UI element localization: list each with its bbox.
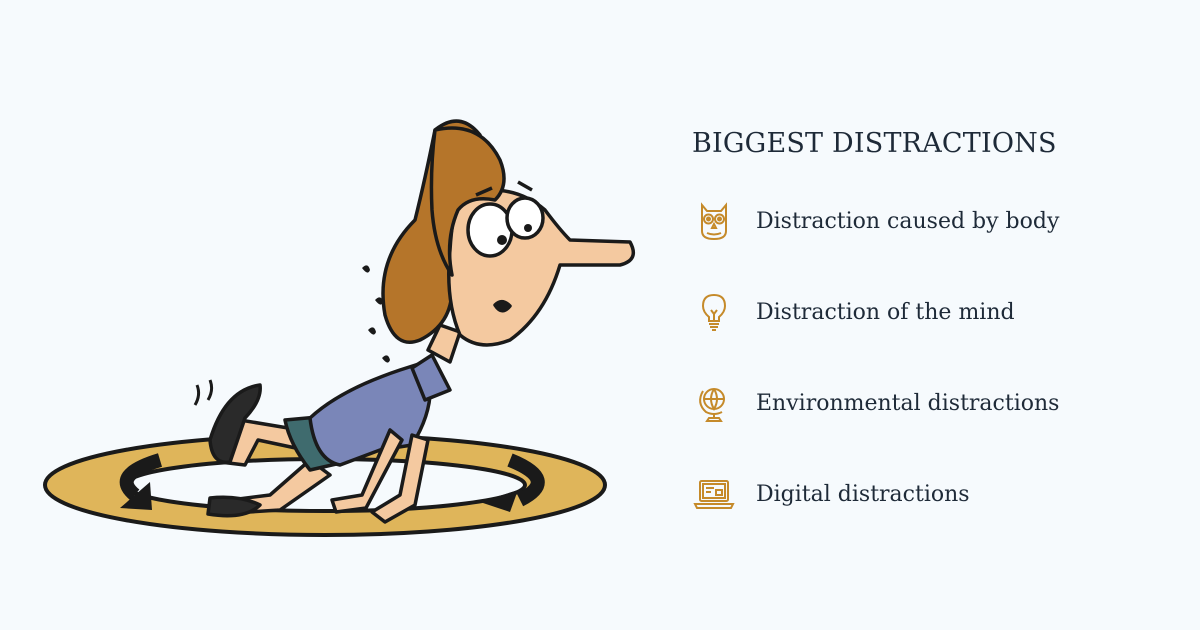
panel-heading: BIGGEST DISTRACTIONS	[692, 128, 1057, 159]
laptop-icon	[693, 480, 735, 509]
motion-lines	[193, 379, 214, 406]
globe-icon	[699, 388, 725, 422]
distractions-panel: BIGGEST DISTRACTIONS Distraction caused …	[692, 128, 1172, 563]
list-item: Distraction caused by body	[692, 199, 1172, 243]
list-item: Distraction of the mind	[692, 290, 1172, 334]
owl-icon	[701, 202, 727, 241]
lightbulb-icon	[701, 293, 727, 331]
sweat-drops	[362, 265, 390, 363]
item-label: Distraction caused by body	[756, 208, 1060, 234]
stressed-woman	[206, 119, 636, 524]
list-item: Digital distractions	[692, 472, 1172, 516]
item-label: Distraction of the mind	[756, 299, 1015, 325]
distractions-list: Distraction caused by body Distraction o…	[692, 199, 1172, 516]
cartoon-illustration	[43, 119, 636, 537]
item-label: Environmental distractions	[756, 390, 1060, 416]
item-label: Digital distractions	[756, 481, 970, 507]
list-item: Environmental distractions	[692, 381, 1172, 425]
